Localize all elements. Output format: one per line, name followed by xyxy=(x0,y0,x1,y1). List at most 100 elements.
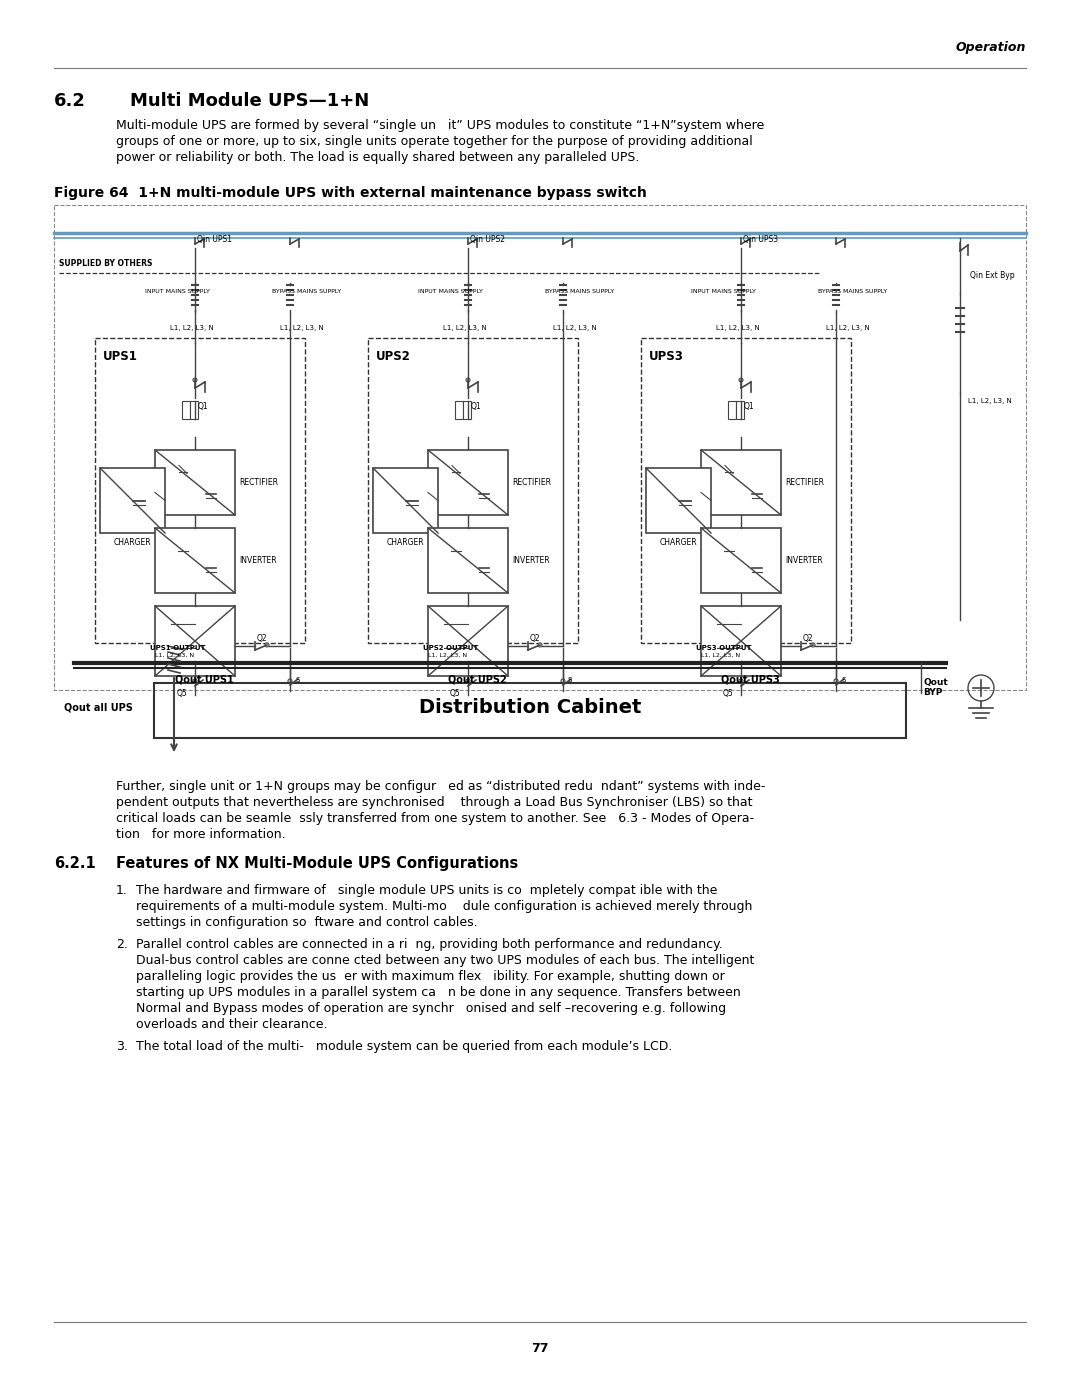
Circle shape xyxy=(561,679,565,683)
Text: CHARGER: CHARGER xyxy=(660,538,698,548)
Text: BYPASS MAINS SUPPLY: BYPASS MAINS SUPPLY xyxy=(272,289,341,293)
Text: L1, L2, L3, N: L1, L2, L3, N xyxy=(280,326,324,331)
Text: Q5: Q5 xyxy=(723,689,733,698)
Bar xyxy=(701,606,781,676)
Text: INPUT MAINS SUPPLY: INPUT MAINS SUPPLY xyxy=(145,289,210,293)
Text: Q2: Q2 xyxy=(530,634,541,643)
Text: Q1: Q1 xyxy=(198,402,208,411)
Text: INVERTER: INVERTER xyxy=(512,556,550,564)
Circle shape xyxy=(465,379,470,381)
Text: 1.: 1. xyxy=(116,884,127,897)
Text: 77: 77 xyxy=(531,1343,549,1355)
Text: Qout UPS2: Qout UPS2 xyxy=(448,675,507,685)
Text: 3.: 3. xyxy=(116,1039,127,1053)
Text: 2.: 2. xyxy=(116,937,127,951)
Text: Parallel control cables are connected in a ri  ng, providing both performance an: Parallel control cables are connected in… xyxy=(136,937,723,951)
Text: Multi Module UPS—1+N: Multi Module UPS—1+N xyxy=(130,92,369,110)
Bar xyxy=(154,683,906,738)
Text: Qin UPS1: Qin UPS1 xyxy=(197,235,232,244)
Bar xyxy=(373,468,438,534)
Bar xyxy=(156,606,235,676)
Text: pendent outputs that nevertheless are synchronised    through a Load Bus Synchro: pendent outputs that nevertheless are sy… xyxy=(116,796,753,809)
Text: Qout all UPS: Qout all UPS xyxy=(64,703,133,712)
Circle shape xyxy=(811,643,815,647)
Text: Q5: Q5 xyxy=(450,689,461,698)
Text: UPS2 OUTPUT: UPS2 OUTPUT xyxy=(423,645,478,651)
Text: RECTIFIER: RECTIFIER xyxy=(239,478,278,488)
Text: L1, L2, L3, N: L1, L2, L3, N xyxy=(968,398,1012,404)
Text: BYPASS MAINS SUPPLY: BYPASS MAINS SUPPLY xyxy=(818,289,888,293)
Bar xyxy=(701,528,781,592)
Text: 6.2: 6.2 xyxy=(54,92,86,110)
Bar xyxy=(428,450,508,515)
Circle shape xyxy=(739,679,743,683)
Text: Qout UPS3: Qout UPS3 xyxy=(721,675,780,685)
Text: UPS3 OUTPUT: UPS3 OUTPUT xyxy=(696,645,752,651)
Circle shape xyxy=(538,643,542,647)
Text: UPS2: UPS2 xyxy=(376,351,410,363)
Text: Qin UPS2: Qin UPS2 xyxy=(470,235,505,244)
Text: settings in configuration so  ftware and control cables.: settings in configuration so ftware and … xyxy=(136,916,477,929)
Text: starting up UPS modules in a parallel system ca   n be done in any sequence. Tra: starting up UPS modules in a parallel sy… xyxy=(136,986,741,999)
Text: groups of one or more, up to six, single units operate together for the purpose : groups of one or more, up to six, single… xyxy=(116,136,753,148)
Text: Operation: Operation xyxy=(956,41,1026,54)
Text: Qin UPS3: Qin UPS3 xyxy=(743,235,778,244)
Text: Q2: Q2 xyxy=(257,634,268,643)
Text: RECTIFIER: RECTIFIER xyxy=(512,478,551,488)
Bar xyxy=(428,606,508,676)
Text: overloads and their clearance.: overloads and their clearance. xyxy=(136,1018,327,1031)
Text: Q1: Q1 xyxy=(744,402,755,411)
Text: Dual-bus control cables are conne cted between any two UPS modules of each bus. : Dual-bus control cables are conne cted b… xyxy=(136,954,754,967)
Text: Figure 64  1+N multi-module UPS with external maintenance bypass switch: Figure 64 1+N multi-module UPS with exte… xyxy=(54,186,647,200)
Text: UPS1: UPS1 xyxy=(103,351,138,363)
Text: paralleling logic provides the us  er with maximum flex   ibility. For example, : paralleling logic provides the us er wit… xyxy=(136,970,725,983)
Text: BYPASS MAINS SUPPLY: BYPASS MAINS SUPPLY xyxy=(545,289,615,293)
Text: L1, L2, L3, N: L1, L2, L3, N xyxy=(170,326,214,331)
Text: Qout UPS1: Qout UPS1 xyxy=(175,675,233,685)
Circle shape xyxy=(193,679,197,683)
Bar xyxy=(455,401,463,419)
Text: Multi-module UPS are formed by several “single un   it” UPS modules to constitut: Multi-module UPS are formed by several “… xyxy=(116,119,765,131)
Bar xyxy=(156,450,235,515)
Circle shape xyxy=(465,679,470,683)
Bar xyxy=(190,401,198,419)
Text: Distribution Cabinet: Distribution Cabinet xyxy=(419,698,642,717)
Circle shape xyxy=(265,643,269,647)
Bar xyxy=(428,528,508,592)
Text: L1, L2, L3, N: L1, L2, L3, N xyxy=(701,652,740,658)
Bar xyxy=(728,401,735,419)
Text: power or reliability or both. The load is equally shared between any paralleled : power or reliability or both. The load i… xyxy=(116,151,639,163)
Text: Normal and Bypass modes of operation are synchr   onised and self –recovering e.: Normal and Bypass modes of operation are… xyxy=(136,1002,726,1016)
Text: tion   for more information.: tion for more information. xyxy=(116,828,285,841)
Text: L1, L2, L3, N: L1, L2, L3, N xyxy=(428,652,468,658)
Circle shape xyxy=(834,679,838,683)
Circle shape xyxy=(193,379,197,381)
Bar xyxy=(463,401,471,419)
Text: Qin Ext Byp: Qin Ext Byp xyxy=(970,271,1014,279)
Text: L1, L2, L3, N: L1, L2, L3, N xyxy=(826,326,869,331)
Text: L1, L2, L3, N: L1, L2, L3, N xyxy=(716,326,759,331)
Text: CHARGER: CHARGER xyxy=(113,538,151,548)
Circle shape xyxy=(288,679,292,683)
Text: RECTIFIER: RECTIFIER xyxy=(785,478,824,488)
Text: Features of NX Multi-Module UPS Configurations: Features of NX Multi-Module UPS Configur… xyxy=(116,856,518,870)
Text: INVERTER: INVERTER xyxy=(785,556,823,564)
Bar xyxy=(646,468,711,534)
Text: The total load of the multi-   module system can be queried from each module’s L: The total load of the multi- module syst… xyxy=(136,1039,673,1053)
Text: Further, single unit or 1+N groups may be configur   ed as “distributed redu  nd: Further, single unit or 1+N groups may b… xyxy=(116,780,766,793)
Bar xyxy=(156,528,235,592)
Text: 6.2.1: 6.2.1 xyxy=(54,856,96,870)
Bar xyxy=(735,401,744,419)
Text: INPUT MAINS SUPPLY: INPUT MAINS SUPPLY xyxy=(691,289,756,293)
Text: L1, L2, L3, N: L1, L2, L3, N xyxy=(553,326,597,331)
Text: S: S xyxy=(295,678,299,683)
Text: L1, L2, L3, N: L1, L2, L3, N xyxy=(156,652,194,658)
Text: S: S xyxy=(841,678,846,683)
Text: UPS3: UPS3 xyxy=(649,351,684,363)
Text: Q2: Q2 xyxy=(804,634,813,643)
Text: SUPPLIED BY OTHERS: SUPPLIED BY OTHERS xyxy=(59,258,152,268)
Text: The hardware and firmware of   single module UPS units is co  mpletely compat ib: The hardware and firmware of single modu… xyxy=(136,884,717,897)
Bar xyxy=(100,468,165,534)
Text: Qout
BYP: Qout BYP xyxy=(923,678,948,697)
Circle shape xyxy=(739,379,743,381)
